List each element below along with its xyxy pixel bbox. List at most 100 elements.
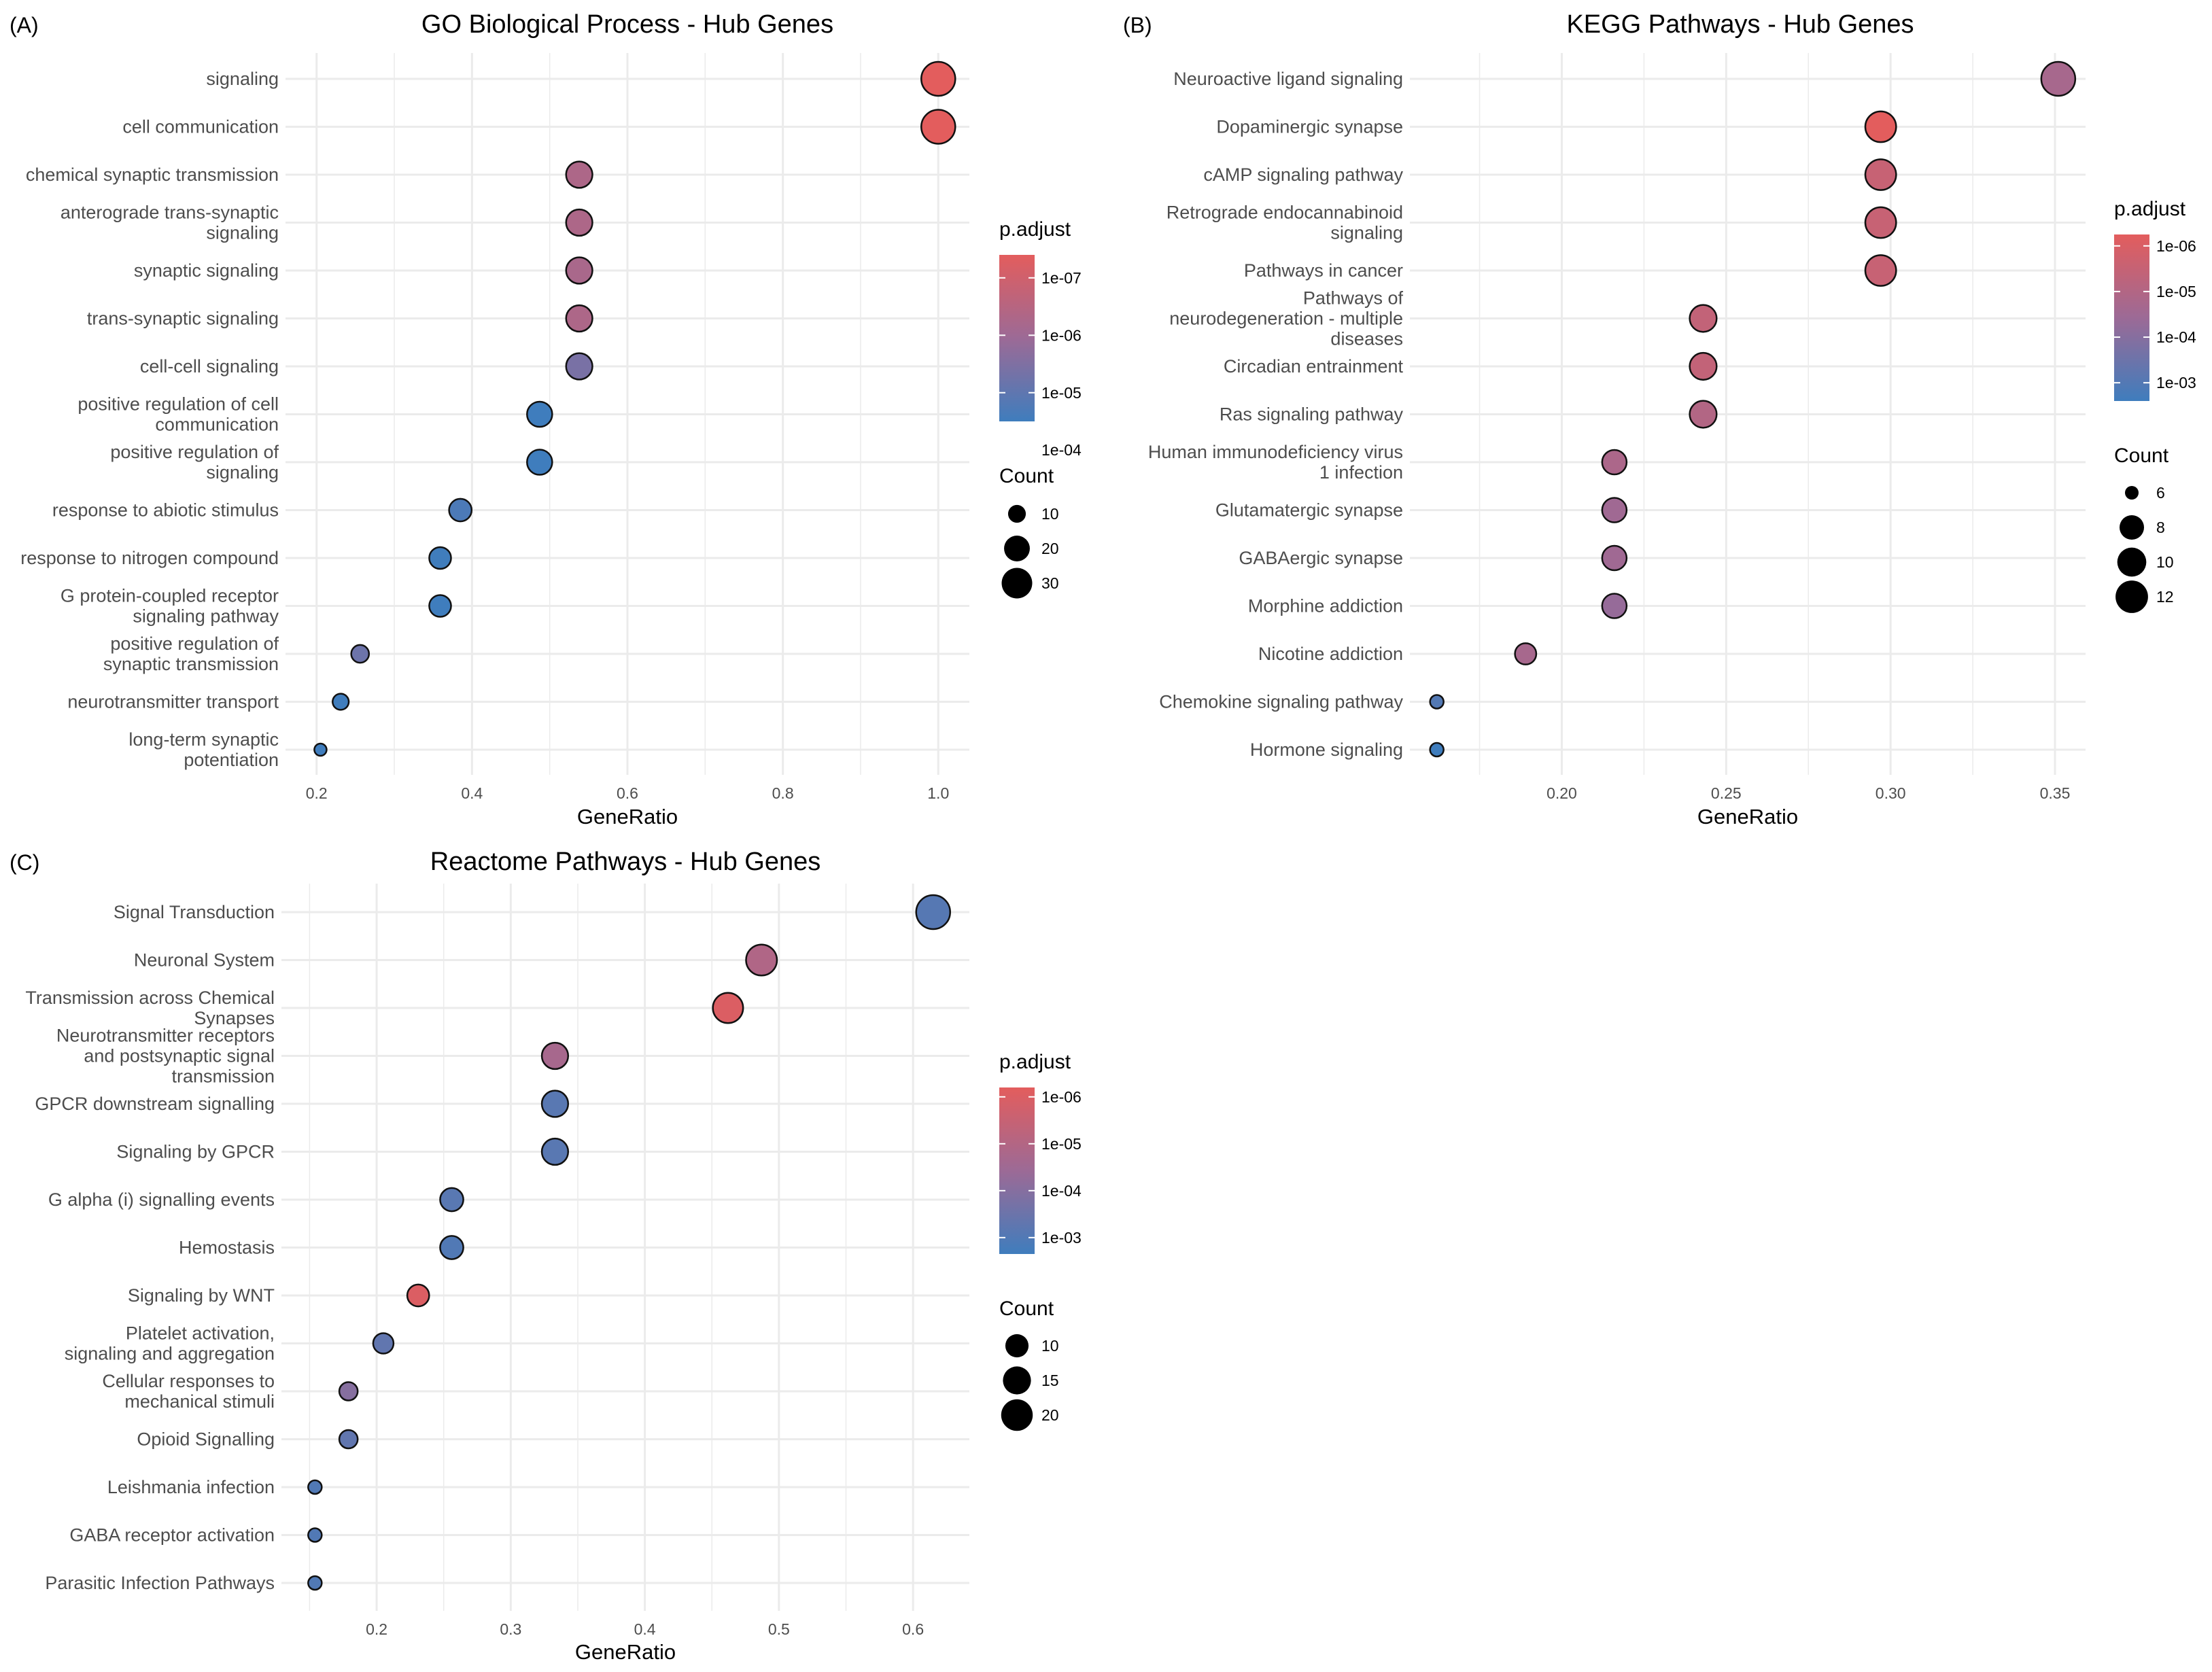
x-tick-label: 1.0 xyxy=(927,784,949,802)
x-tick-label: 0.30 xyxy=(1876,784,1906,802)
size-legend-key xyxy=(1005,1334,1029,1358)
point-cell-cell-signaling xyxy=(565,352,593,381)
point-g-alpha-i-signalling-events xyxy=(439,1187,464,1213)
size-legend-label: 10 xyxy=(1041,1337,1059,1355)
y-tick-label: positive regulation of cell communication xyxy=(77,394,279,435)
color-legend-label: 1e-04 xyxy=(1041,441,1082,459)
point-synaptic-signaling xyxy=(565,256,593,285)
color-bar xyxy=(999,1087,1035,1254)
chart-title: Reactome Pathways - Hub Genes xyxy=(430,848,821,876)
y-tick-label: cell communication xyxy=(122,117,279,137)
size-legend-key xyxy=(2125,486,2139,500)
size-legend-key xyxy=(2117,547,2147,577)
point-camp-signaling-pathway xyxy=(1864,158,1897,191)
point-circadian-entrainment xyxy=(1689,351,1718,381)
size-legend-label: 15 xyxy=(1041,1372,1059,1389)
color-legend-label: 1e-04 xyxy=(2156,328,2196,346)
point-signaling-by-gpcr xyxy=(540,1137,570,1166)
point-morphine-addiction xyxy=(1601,593,1628,619)
point-trans-synaptic-signaling xyxy=(565,304,593,333)
color-legend-label: 1e-03 xyxy=(1041,1229,1082,1247)
point-hemostasis xyxy=(439,1235,464,1260)
y-tick-label: Signal Transduction xyxy=(114,902,275,922)
panel-tag: (C) xyxy=(10,850,39,875)
point-dopaminergic-synapse xyxy=(1864,110,1897,143)
y-tick-label: Glutamatergic synapse xyxy=(1215,500,1403,521)
x-tick-label: 0.25 xyxy=(1711,784,1742,802)
y-tick-label: GPCR downstream signalling xyxy=(35,1094,275,1114)
color-legend-title: p.adjust xyxy=(2114,198,2186,220)
y-tick-label: Retrograde endocannabinoid signaling xyxy=(1167,203,1403,243)
x-tick-label: 0.35 xyxy=(2040,784,2071,802)
point-anterograde-trans-synaptic-signaling xyxy=(565,208,593,237)
point-neurotransmitter-receptors-and-postsynaptic-signal-transmission xyxy=(540,1041,570,1070)
y-tick-label: long-term synaptic potentiation xyxy=(128,729,279,770)
size-legend-key xyxy=(2119,515,2145,540)
point-g-protein-coupled-receptor-signaling-pathway xyxy=(428,594,452,618)
point-neuronal-system xyxy=(745,943,778,977)
point-chemokine-signaling-pathway xyxy=(1429,694,1445,710)
y-tick-label: Hormone signaling xyxy=(1250,739,1403,760)
point-cell-communication xyxy=(920,109,956,145)
point-response-to-abiotic-stimulus xyxy=(448,498,473,523)
y-tick-label: Opioid Signalling xyxy=(137,1429,275,1450)
y-tick-label: response to abiotic stimulus xyxy=(52,500,279,521)
size-legend-label: 6 xyxy=(2156,484,2165,502)
x-tick-label: 0.4 xyxy=(634,1620,656,1638)
y-tick-label: Neuroactive ligand signaling xyxy=(1173,69,1403,89)
color-legend-label: 1e-04 xyxy=(1041,1182,1082,1200)
chart-title: KEGG Pathways - Hub Genes xyxy=(1566,10,1914,39)
color-legend-label: 1e-05 xyxy=(2156,283,2196,300)
size-legend-key xyxy=(2115,580,2148,613)
y-tick-label: Signaling by GPCR xyxy=(116,1142,275,1162)
color-legend-label: 1e-06 xyxy=(1041,326,1082,344)
y-tick-label: Dopaminergic synapse xyxy=(1216,117,1403,137)
color-legend-label: 1e-06 xyxy=(2156,237,2196,255)
y-tick-label: Pathways of neurodegeneration - multiple d… xyxy=(1169,288,1403,349)
point-long-term-synaptic-potentiation xyxy=(313,742,328,757)
y-tick-label: Leishmania infection xyxy=(107,1477,275,1497)
y-tick-label: cell-cell signaling xyxy=(140,356,279,377)
size-legend-key xyxy=(1007,504,1026,523)
y-tick-label: Neurotransmitter receptors and postsynapt… xyxy=(56,1026,275,1087)
x-axis-title: GeneRatio xyxy=(575,1640,676,1664)
point-gabaergic-synapse xyxy=(1601,544,1628,572)
size-legend-label: 20 xyxy=(1041,1406,1059,1424)
x-tick-label: 0.4 xyxy=(461,784,483,802)
size-legend-label: 10 xyxy=(2156,553,2174,571)
color-bar xyxy=(999,255,1035,421)
point-human-immunodeficiency-virus-1-infection xyxy=(1601,449,1628,476)
size-legend-key xyxy=(1003,1366,1031,1395)
point-nicotine-addiction xyxy=(1514,642,1538,665)
y-tick-label: Signaling by WNT xyxy=(128,1285,275,1306)
y-tick-label: Neuronal System xyxy=(134,950,275,971)
y-tick-label: anterograde trans-synaptic signaling xyxy=(61,203,279,243)
y-tick-label: Nicotine addiction xyxy=(1258,644,1403,664)
chart-title: GO Biological Process - Hub Genes xyxy=(421,10,833,39)
x-axis-title: GeneRatio xyxy=(577,805,678,829)
panel-tag: (B) xyxy=(1123,13,1152,37)
point-pathways-in-cancer xyxy=(1864,254,1897,287)
point-chemical-synaptic-transmission xyxy=(565,160,593,189)
point-positive-regulation-of-signaling xyxy=(526,449,553,476)
point-pathways-of-neurodegeneration-multiple-diseases xyxy=(1689,304,1718,333)
point-parasitic-infection-pathways xyxy=(307,1575,323,1591)
go-biological-process-panel: (A) GO Biological Process - Hub Genes 0.2 0… xyxy=(10,10,1082,829)
y-tick-label: positive regulation of synaptic transmiss… xyxy=(103,633,279,674)
point-gpcr-downstream-signalling xyxy=(540,1090,570,1118)
color-bar xyxy=(2114,234,2149,401)
y-tick-label: Circadian entrainment xyxy=(1224,356,1404,377)
point-retrograde-endocannabinoid-signaling xyxy=(1864,206,1897,239)
y-tick-label: Human immunodeficiency virus 1 infection xyxy=(1148,442,1403,483)
y-tick-label: Ras signaling pathway xyxy=(1220,404,1404,425)
point-leishmania-infection xyxy=(307,1479,323,1495)
color-legend-title: p.adjust xyxy=(999,1051,1071,1073)
x-axis-title: GeneRatio xyxy=(1697,805,1798,829)
color-legend-label: 1e-07 xyxy=(1041,269,1082,287)
y-tick-label: Platelet activation, signaling and aggreg… xyxy=(65,1323,275,1364)
point-transmission-across-chemical-synapses xyxy=(712,992,744,1024)
size-legend-key xyxy=(1001,1399,1033,1431)
size-legend-label: 10 xyxy=(1041,505,1059,523)
size-legend-title: Count xyxy=(999,465,1054,487)
x-tick-label: 0.2 xyxy=(306,784,328,802)
